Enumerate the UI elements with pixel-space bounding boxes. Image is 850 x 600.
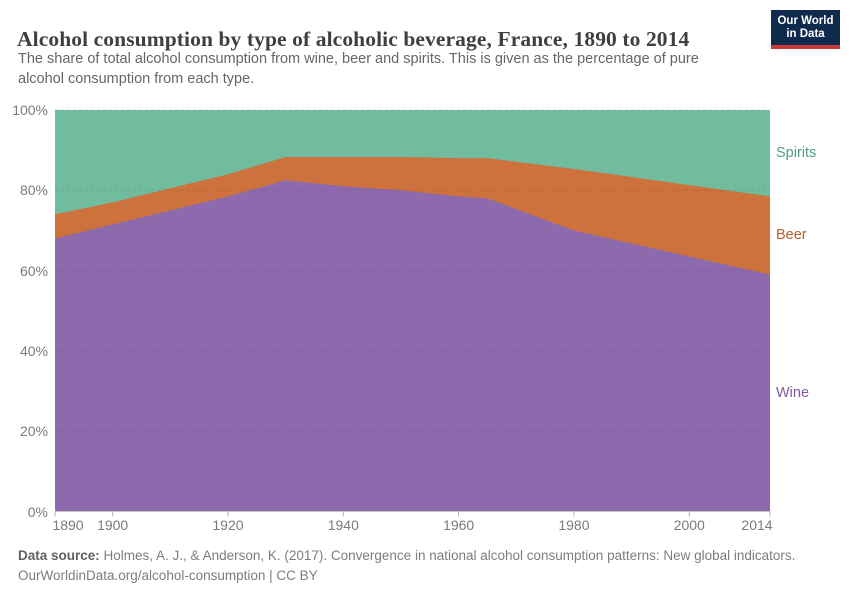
x-tick-label-1890: 1890 <box>52 517 84 533</box>
y-tick-label-60: 60% <box>19 262 48 279</box>
y-tick-label-20: 20% <box>19 423 48 440</box>
wine-area[interactable] <box>55 180 770 512</box>
x-tick-label-1920: 1920 <box>212 517 244 533</box>
owid-logo-line1: Our World <box>777 14 834 27</box>
x-tick-label-2014: 2014 <box>741 517 773 533</box>
x-tick-label-1940: 1940 <box>327 517 359 533</box>
footer-source-label: Data source: <box>18 548 100 563</box>
y-tick-label-80: 80% <box>19 182 48 199</box>
footer-link-line[interactable]: OurWorldinData.org/alcohol-consumption |… <box>18 568 318 583</box>
series-label-beer[interactable]: Beer <box>776 227 807 244</box>
y-tick-label-40: 40% <box>19 342 48 359</box>
owid-logo: Our World in Data <box>771 10 840 49</box>
page-title: Alcohol consumption by type of alcoholic… <box>17 27 690 52</box>
footer-source-line: Data source: Holmes, A. J., & Anderson, … <box>18 546 830 566</box>
x-tick-label-2000: 2000 <box>673 517 705 533</box>
x-tick-label-1960: 1960 <box>443 517 475 533</box>
footer-source-text: Holmes, A. J., & Anderson, K. (2017). Co… <box>99 548 796 563</box>
y-tick-label-100: 100% <box>12 102 48 118</box>
series-label-wine[interactable]: Wine <box>776 385 810 402</box>
owid-logo-line2: in Data <box>786 27 825 40</box>
chart-subtitle: The share of total alcohol consumption f… <box>18 51 699 87</box>
x-tick-label-1900: 1900 <box>97 517 129 533</box>
series-label-spirits[interactable]: Spirits <box>776 145 817 162</box>
x-tick-label-1980: 1980 <box>558 517 590 533</box>
y-tick-label-0: 0% <box>27 503 48 520</box>
chart-footer: Data source: Holmes, A. J., & Anderson, … <box>18 546 830 586</box>
